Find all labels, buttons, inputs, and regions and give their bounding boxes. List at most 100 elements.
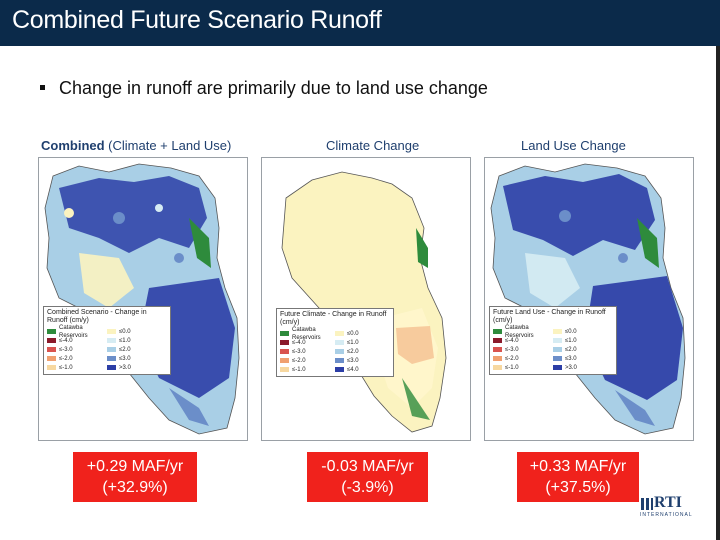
- legend-label: ≤-4.0: [292, 339, 306, 346]
- legend-column-left: Catawba Reservoirs ≤-4.0 ≤-3.0 ≤-2.0 ≤-1.0: [280, 327, 335, 374]
- legend-item: >3.0: [553, 363, 613, 372]
- legend-swatch: [335, 340, 344, 345]
- slide-edge: [716, 46, 720, 540]
- legend-label: ≤-1.0: [292, 366, 306, 373]
- legend-landuse: Future Land Use - Change in Runoff (cm/y…: [489, 306, 617, 375]
- legend-title: Future Land Use - Change in Runoff (cm/y…: [493, 309, 606, 324]
- legend-item: ≤4.0: [335, 365, 390, 374]
- panel-title-rest: Land Use Change: [521, 138, 626, 153]
- bullet-point: Change in runoff are primarily due to la…: [40, 78, 488, 99]
- title-bar: Combined Future Scenario Runoff: [0, 0, 720, 46]
- legend-swatch: [493, 329, 502, 334]
- legend-title: Combined Scenario - Change in Runoff (cm…: [47, 309, 147, 324]
- result-percent: (-3.9%): [341, 479, 394, 496]
- panel-title-rest: Climate Change: [326, 138, 420, 153]
- map-panel-landuse: Future Land Use - Change in Runoff (cm/y…: [484, 157, 694, 441]
- result-value: +0.33 MAF/yr: [529, 458, 627, 475]
- legend-swatch: [47, 338, 56, 343]
- legend-item: ≤2.0: [553, 345, 613, 354]
- legend-item: ≤0.0: [107, 327, 167, 336]
- legend-swatch: [553, 347, 562, 352]
- legend-label: ≤1.0: [119, 337, 131, 344]
- result-badge-landuse: +0.33 MAF/yr (+37.5%): [517, 452, 639, 502]
- legend-swatch: [280, 358, 289, 363]
- legend-label: ≤2.0: [347, 348, 359, 355]
- result-percent: (+32.9%): [102, 479, 168, 496]
- legend-swatch: [107, 365, 116, 370]
- rti-logo-subtext: INTERNATIONAL: [640, 512, 693, 518]
- legend-item: ≤-3.0: [493, 345, 553, 354]
- legend-swatch: [107, 338, 116, 343]
- legend-item: ≤-3.0: [47, 345, 107, 354]
- legend-swatch: [47, 365, 56, 370]
- legend-label: ≤3.0: [565, 355, 577, 362]
- legend-label: ≤-3.0: [505, 346, 519, 353]
- combined-runoff-map: [44, 163, 240, 435]
- rti-logo: RTI INTERNATIONAL: [640, 494, 696, 520]
- legend-item: ≤-4.0: [280, 338, 335, 347]
- legend-swatch: [493, 347, 502, 352]
- legend-item: ≤0.0: [335, 329, 390, 338]
- legend-item: ≤2.0: [335, 347, 390, 356]
- legend-item: ≤1.0: [335, 338, 390, 347]
- bullet-text: Change in runoff are primarily due to la…: [59, 78, 488, 98]
- panel-title-rest: (Climate + Land Use): [104, 138, 232, 153]
- legend-column-right: ≤0.0 ≤1.0 ≤2.0 ≤3.0 >3.0: [107, 327, 167, 372]
- legend-item: Catawba Reservoirs: [493, 325, 553, 339]
- legend-column-right: ≤0.0 ≤1.0 ≤2.0 ≤3.0 ≤4.0: [335, 329, 390, 374]
- landuse-runoff-map: [490, 163, 686, 435]
- bullet-icon: [40, 84, 45, 90]
- legend-item: ≤-1.0: [280, 365, 335, 374]
- legend-label: ≤-2.0: [59, 355, 73, 362]
- legend-swatch: [280, 331, 289, 336]
- legend-label: Catawba Reservoirs: [292, 326, 321, 341]
- legend-item: ≤-2.0: [493, 354, 553, 363]
- legend-column-right: ≤0.0 ≤1.0 ≤2.0 ≤3.0 >3.0: [553, 327, 613, 372]
- legend-label: Catawba Reservoirs: [505, 324, 534, 339]
- legend-label: ≤-2.0: [505, 355, 519, 362]
- legend-label: ≤0.0: [119, 328, 131, 335]
- rti-logo-icon: [641, 498, 653, 510]
- legend-item: ≤-2.0: [280, 356, 335, 365]
- legend-item: ≤-4.0: [493, 336, 553, 345]
- legend-column-left: Catawba Reservoirs ≤-4.0 ≤-3.0 ≤-2.0 ≤-1.0: [493, 325, 553, 372]
- legend-label: ≤2.0: [565, 346, 577, 353]
- legend-combined: Combined Scenario - Change in Runoff (cm…: [43, 306, 171, 375]
- legend-item: Catawba Reservoirs: [280, 327, 335, 341]
- legend-label: ≤0.0: [565, 328, 577, 335]
- legend-swatch: [280, 367, 289, 372]
- legend-swatch: [553, 356, 562, 361]
- legend-label: ≤1.0: [565, 337, 577, 344]
- result-value: -0.03 MAF/yr: [321, 458, 414, 475]
- legend-swatch: [493, 338, 502, 343]
- legend-label: ≤-3.0: [59, 346, 73, 353]
- legend-item: >3.0: [107, 363, 167, 372]
- legend-swatch: [47, 329, 56, 334]
- panel-title-combined: Combined (Climate + Land Use): [41, 138, 231, 153]
- legend-swatch: [280, 349, 289, 354]
- legend-item: ≤3.0: [335, 356, 390, 365]
- legend-label: ≤-1.0: [505, 364, 519, 371]
- legend-label: ≤-4.0: [505, 337, 519, 344]
- legend-item: ≤3.0: [107, 354, 167, 363]
- legend-label: ≤0.0: [347, 330, 359, 337]
- legend-swatch: [107, 356, 116, 361]
- legend-label: Catawba Reservoirs: [59, 324, 88, 339]
- legend-swatch: [335, 358, 344, 363]
- legend-swatch: [335, 367, 344, 372]
- legend-item: ≤-2.0: [47, 354, 107, 363]
- legend-item: ≤-1.0: [493, 363, 553, 372]
- legend-swatch: [493, 356, 502, 361]
- legend-label: ≤-3.0: [292, 348, 306, 355]
- rti-logo-text: RTI: [654, 494, 682, 511]
- panel-title-landuse: Land Use Change: [521, 138, 626, 153]
- legend-column-left: Catawba Reservoirs ≤-4.0 ≤-3.0 ≤-2.0 ≤-1.0: [47, 324, 107, 372]
- legend-swatch: [47, 347, 56, 352]
- legend-label: >3.0: [565, 364, 577, 371]
- panel-title-bold: Combined: [41, 138, 105, 153]
- map-panel-climate: Future Climate - Change in Runoff (cm/y)…: [261, 157, 471, 441]
- legend-swatch: [553, 365, 562, 370]
- legend-label: ≤1.0: [347, 339, 359, 346]
- legend-swatch: [47, 356, 56, 361]
- legend-swatch: [335, 331, 344, 336]
